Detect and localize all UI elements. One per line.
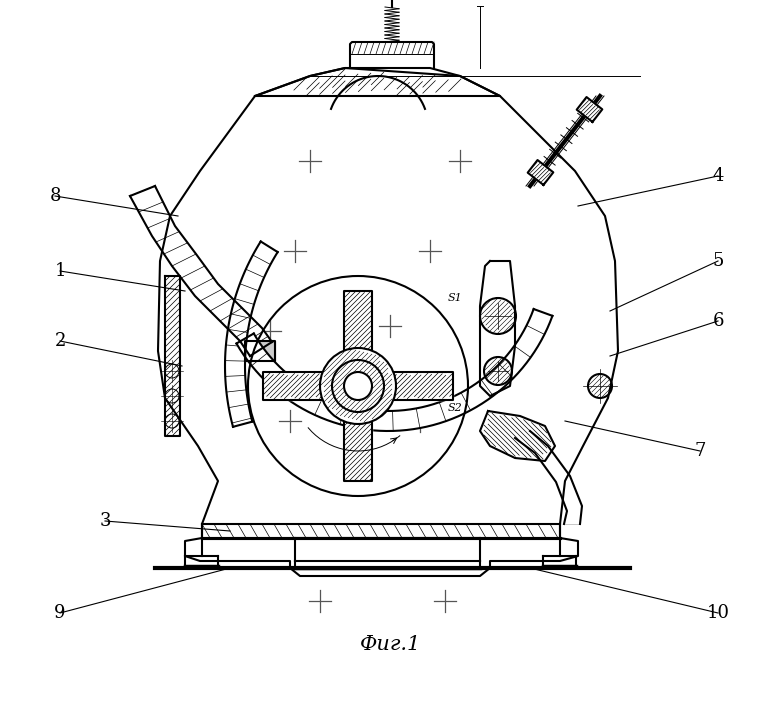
Text: S1: S1 xyxy=(448,293,463,303)
Text: 1: 1 xyxy=(55,262,66,280)
Text: 7: 7 xyxy=(694,442,706,460)
Text: 4: 4 xyxy=(712,167,724,185)
Polygon shape xyxy=(236,309,552,431)
Text: 3: 3 xyxy=(99,512,111,530)
Polygon shape xyxy=(386,372,453,400)
Circle shape xyxy=(332,360,384,412)
Polygon shape xyxy=(130,186,272,356)
Text: 2: 2 xyxy=(55,332,66,350)
Polygon shape xyxy=(528,160,553,185)
Polygon shape xyxy=(245,341,275,361)
Polygon shape xyxy=(263,372,330,400)
Polygon shape xyxy=(480,411,555,461)
Text: 5: 5 xyxy=(712,252,724,270)
Text: 10: 10 xyxy=(707,604,729,622)
Polygon shape xyxy=(480,261,515,396)
Polygon shape xyxy=(344,414,372,481)
Text: 8: 8 xyxy=(49,187,61,205)
Text: 6: 6 xyxy=(712,312,724,330)
Text: 9: 9 xyxy=(55,604,66,622)
Polygon shape xyxy=(515,431,582,524)
Circle shape xyxy=(344,372,372,400)
Polygon shape xyxy=(255,68,500,96)
Circle shape xyxy=(320,348,396,424)
Polygon shape xyxy=(576,97,602,122)
Text: S2: S2 xyxy=(448,403,463,413)
Polygon shape xyxy=(165,276,180,436)
Polygon shape xyxy=(344,291,372,358)
Text: Фиг.1: Фиг.1 xyxy=(360,634,420,654)
